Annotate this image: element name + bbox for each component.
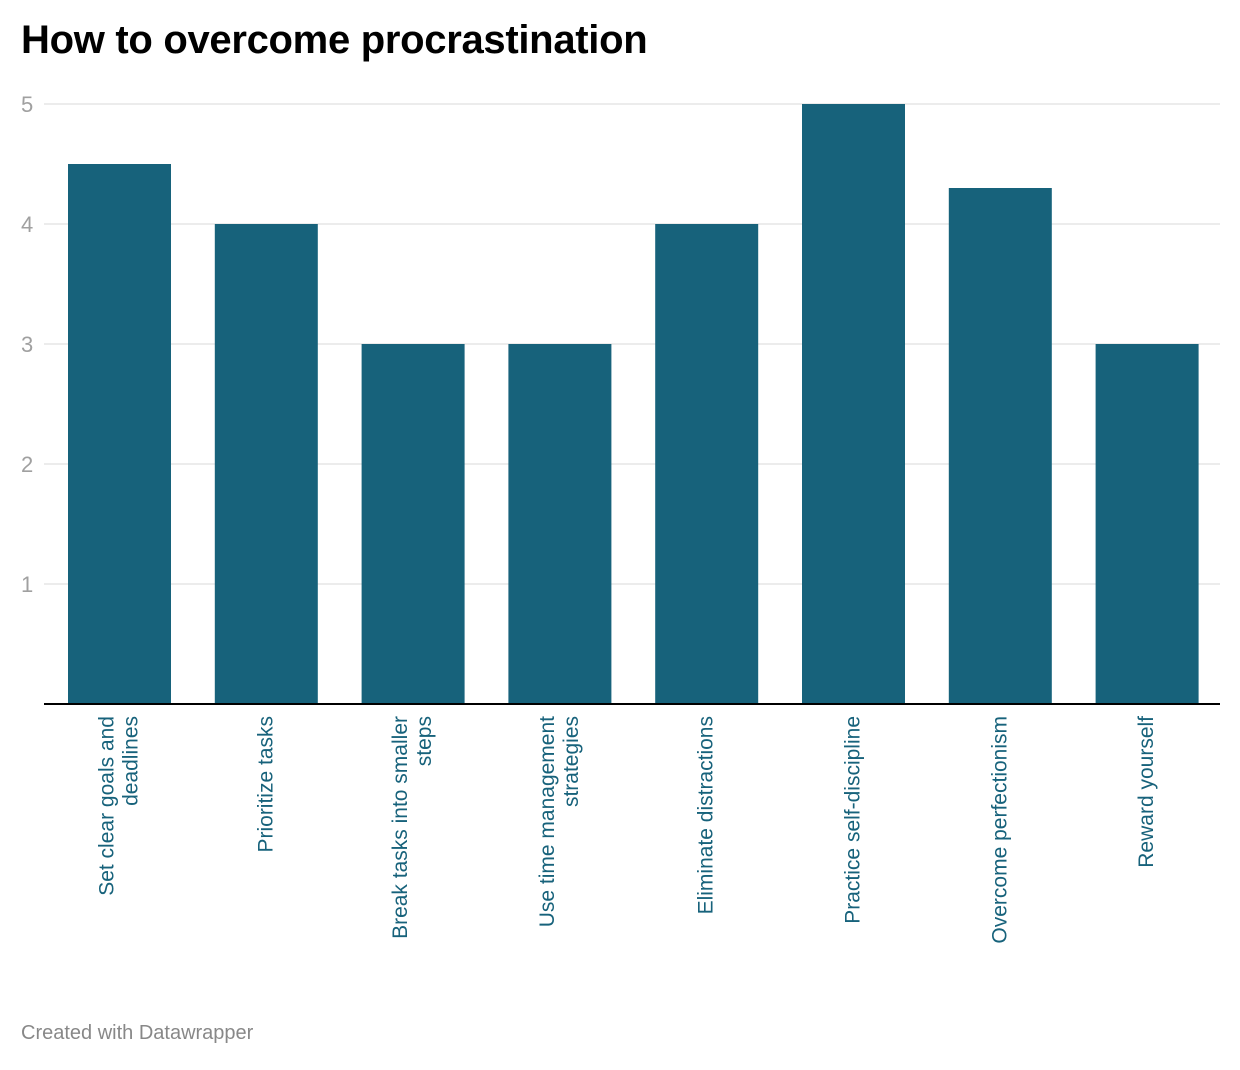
y-tick-label: 2: [21, 452, 33, 477]
bar: [508, 344, 612, 704]
bar: [948, 188, 1052, 704]
bar: [1095, 344, 1199, 704]
x-tick-label: Eliminate distractions: [695, 716, 718, 914]
y-tick-label: 3: [21, 332, 33, 357]
y-tick-labels: 1 2 3 4 5: [21, 92, 33, 597]
x-tick-label: Use time managementstrategies: [536, 716, 583, 927]
y-tick-label: 5: [21, 92, 33, 117]
x-tick-label: Reward yourself: [1135, 716, 1158, 868]
x-tick-labels: Set clear goals anddeadlines Prioritize t…: [96, 716, 1159, 944]
bar: [802, 104, 905, 704]
x-tick-label: Prioritize tasks: [254, 716, 277, 853]
x-tick-label: Break tasks into smallersteps: [389, 716, 436, 939]
x-tick-label: Set clear goals anddeadlines: [96, 716, 143, 896]
bar: [655, 224, 759, 704]
datawrapper-credit: Created with Datawrapper: [21, 1022, 254, 1044]
bar: [68, 164, 171, 704]
chart-title: How to overcome procrastination: [21, 18, 648, 62]
bar-chart: 1 2 3 4 5 Set clear goals anddeadlines Priori…: [21, 92, 1220, 944]
bar: [361, 344, 465, 704]
y-tick-label: 1: [21, 572, 33, 597]
y-tick-label: 4: [21, 212, 33, 237]
x-tick-label: Overcome perfectionism: [988, 716, 1011, 944]
x-tick-label: Practice self-discipline: [842, 716, 865, 924]
bars: [68, 104, 1199, 704]
bar: [214, 224, 318, 704]
